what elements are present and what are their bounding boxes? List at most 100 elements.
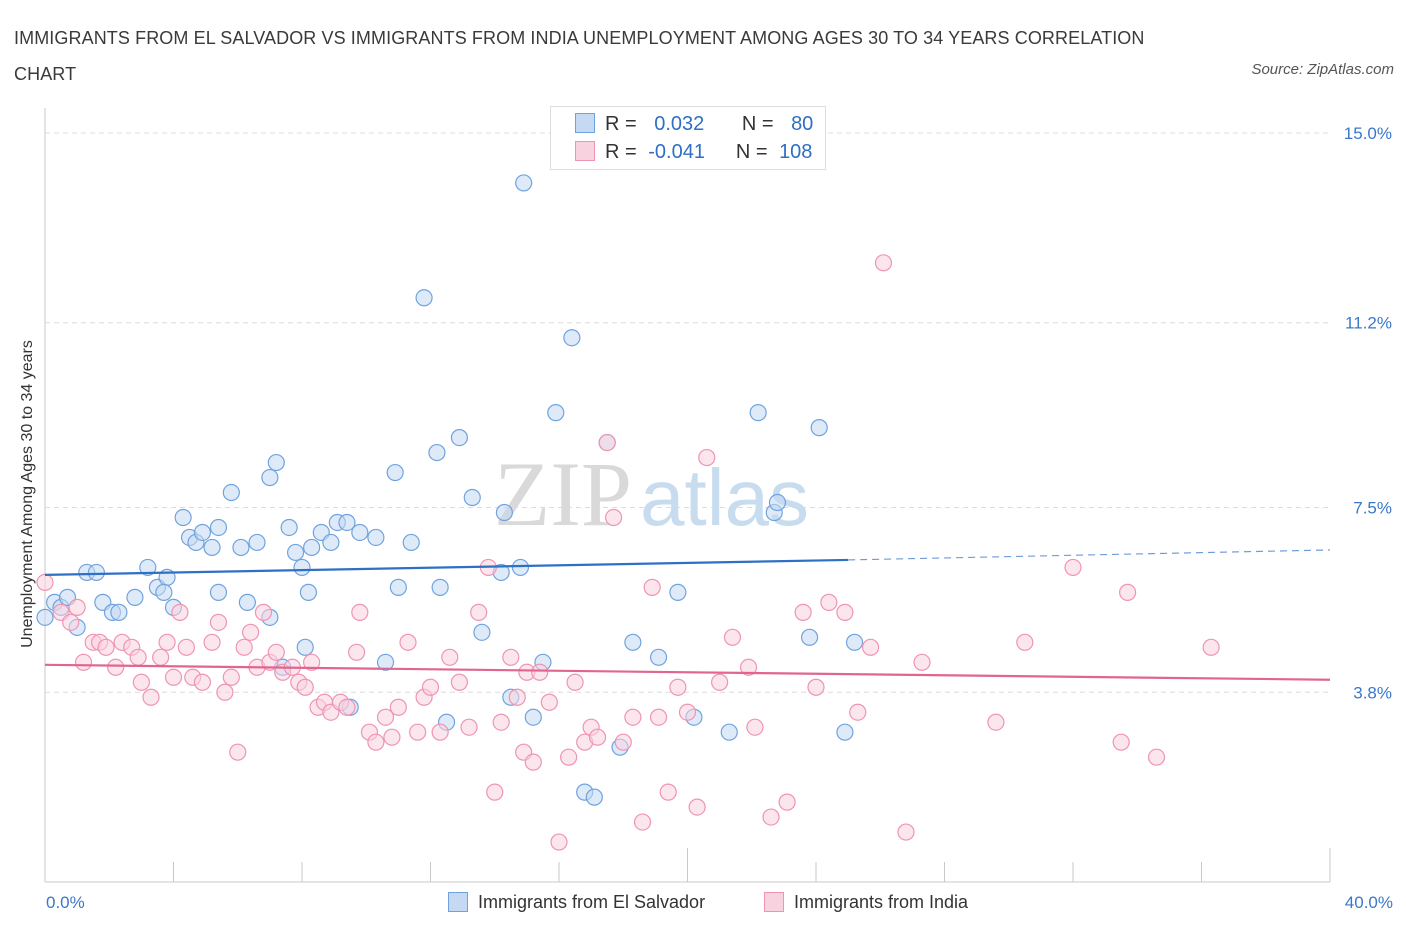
data-point xyxy=(810,419,828,437)
data-point xyxy=(486,783,504,801)
data-point xyxy=(585,788,603,806)
data-point xyxy=(303,538,321,557)
y-tick-label: 7.5% xyxy=(1353,499,1392,518)
tick-labels: 3.8% 7.5% 11.2% 15.0% 0.0% 40.0% xyxy=(46,124,1393,912)
data-point xyxy=(563,329,581,347)
data-point xyxy=(209,518,228,537)
trend-line-el-salvador-extension xyxy=(848,549,1331,561)
data-point xyxy=(624,708,642,726)
r-label: R = xyxy=(605,141,637,163)
x-tick-label: 0.0% xyxy=(46,893,85,912)
data-point xyxy=(299,583,318,601)
legend-swatch-el-salvador xyxy=(448,892,468,912)
legend-swatch-el-salvador xyxy=(575,113,595,133)
data-point xyxy=(550,833,568,851)
data-point xyxy=(216,683,234,701)
data-point xyxy=(502,648,520,666)
data-point xyxy=(720,723,738,741)
data-point xyxy=(402,533,420,552)
data-point xyxy=(470,603,488,621)
data-point xyxy=(987,713,1005,731)
data-point xyxy=(367,733,385,751)
data-point xyxy=(296,638,314,656)
data-point xyxy=(441,648,459,666)
data-point xyxy=(643,578,661,596)
data-point xyxy=(376,653,395,671)
data-point xyxy=(649,648,668,666)
trend-line-el-salvador xyxy=(44,558,849,577)
data-point xyxy=(450,673,469,691)
data-point xyxy=(540,693,558,711)
watermark: ZIP atlas xyxy=(494,443,809,545)
data-point xyxy=(669,678,687,696)
data-point xyxy=(524,708,542,726)
data-point xyxy=(193,523,212,542)
data-point xyxy=(515,174,533,192)
legend-item-india[interactable]: Immigrants from India xyxy=(764,890,968,914)
data-point xyxy=(110,603,128,621)
data-point xyxy=(296,678,314,696)
data-point xyxy=(129,648,147,666)
data-point xyxy=(762,808,780,826)
data-point xyxy=(688,798,706,816)
data-point xyxy=(229,743,247,761)
legend-label-india: Immigrants from India xyxy=(794,892,969,912)
data-point xyxy=(460,718,478,736)
data-point xyxy=(36,608,54,626)
data-point xyxy=(421,678,440,696)
data-point xyxy=(1202,638,1220,656)
data-point xyxy=(399,633,417,651)
data-point xyxy=(807,678,825,696)
data-point xyxy=(174,508,192,527)
data-point xyxy=(431,578,449,596)
data-point xyxy=(598,433,616,452)
data-point xyxy=(746,718,764,736)
data-point xyxy=(87,563,106,582)
y-tick-label: 11.2% xyxy=(1345,314,1392,333)
data-point xyxy=(415,289,433,307)
data-point xyxy=(155,583,173,601)
data-point xyxy=(107,658,125,676)
data-point xyxy=(158,633,176,651)
data-point xyxy=(649,708,668,726)
data-point xyxy=(203,633,221,651)
data-point xyxy=(338,513,356,532)
data-point xyxy=(659,783,677,801)
data-point xyxy=(203,538,221,557)
data-point xyxy=(97,638,115,656)
data-point xyxy=(739,658,758,676)
data-point xyxy=(531,663,549,681)
data-point xyxy=(267,643,285,661)
data-point xyxy=(768,493,787,512)
data-point xyxy=(749,404,767,422)
data-point xyxy=(723,628,742,646)
data-point xyxy=(614,733,632,751)
r-value: 0.032 xyxy=(654,113,705,135)
data-point xyxy=(794,603,812,621)
data-point xyxy=(1119,583,1137,601)
data-point xyxy=(74,653,93,671)
data-point xyxy=(836,723,854,741)
data-point xyxy=(845,633,864,651)
data-point xyxy=(862,638,880,656)
data-point xyxy=(235,638,253,656)
data-point xyxy=(492,713,510,731)
x-tick-label: 40.0% xyxy=(1345,893,1393,912)
data-point xyxy=(473,623,491,641)
data-point xyxy=(1064,558,1082,577)
legend-item-el-salvador[interactable]: Immigrants from El Salvador xyxy=(448,890,705,914)
data-point xyxy=(367,528,385,547)
data-point xyxy=(139,558,157,577)
data-point xyxy=(463,488,481,507)
data-point xyxy=(849,703,867,721)
data-point xyxy=(633,813,652,831)
data-point xyxy=(389,578,407,596)
data-point xyxy=(238,593,256,611)
data-point xyxy=(547,404,565,422)
data-point xyxy=(351,523,369,542)
data-point xyxy=(322,533,340,552)
legend-swatch-india xyxy=(575,141,595,161)
series-india xyxy=(36,254,1220,851)
data-point xyxy=(193,673,212,691)
data-point xyxy=(142,688,160,706)
